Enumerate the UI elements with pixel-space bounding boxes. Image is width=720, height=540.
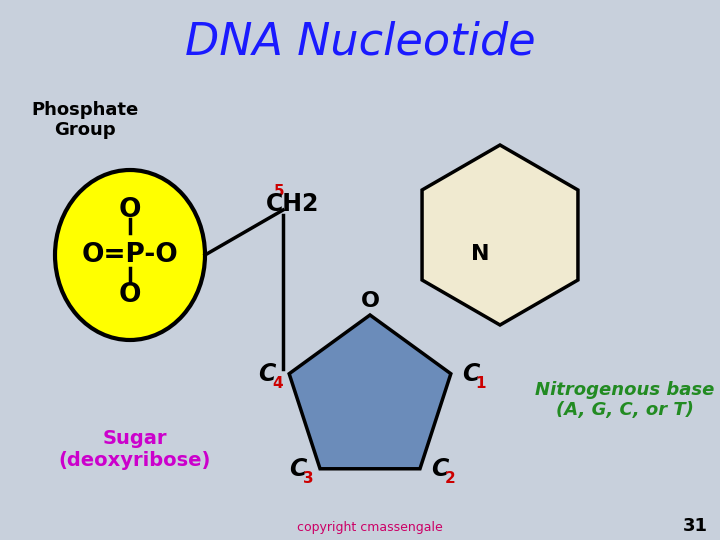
Polygon shape [422,145,578,325]
Text: C: C [289,457,307,481]
Text: O=P-O: O=P-O [81,242,179,268]
Text: N: N [471,245,490,265]
Text: C: C [462,362,480,386]
Text: Phosphate
Group: Phosphate Group [32,100,139,139]
Ellipse shape [55,170,205,340]
Text: O: O [361,291,379,311]
Polygon shape [289,315,451,469]
Text: C: C [258,362,276,386]
Text: copyright cmassengale: copyright cmassengale [297,522,443,535]
Text: 5: 5 [274,185,284,199]
Text: 31: 31 [683,517,708,535]
Text: C: C [431,457,449,481]
Text: 4: 4 [272,376,282,392]
Text: CH2: CH2 [266,192,320,216]
Text: Sugar
(deoxyribose): Sugar (deoxyribose) [59,429,211,470]
Text: DNA Nucleotide: DNA Nucleotide [185,21,535,64]
Text: O: O [119,282,141,308]
Text: 2: 2 [444,471,455,486]
Text: O: O [119,197,141,223]
Text: 3: 3 [302,471,313,486]
Text: 1: 1 [476,376,486,392]
Text: Nitrogenous base
(A, G, C, or T): Nitrogenous base (A, G, C, or T) [535,381,715,420]
